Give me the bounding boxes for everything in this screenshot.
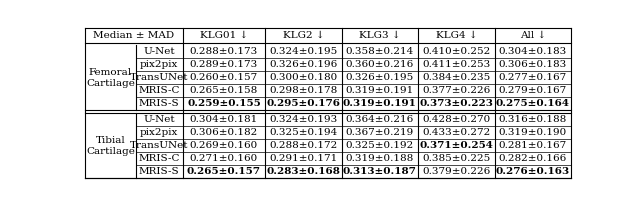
Text: 0.276±0.163: 0.276±0.163 [496,167,570,176]
Text: MRIS-C: MRIS-C [138,154,180,163]
Text: 0.298±0.178: 0.298±0.178 [269,86,337,95]
Text: 0.433±0.272: 0.433±0.272 [422,128,490,137]
Text: U-Net: U-Net [143,47,175,56]
Text: MRIS-S: MRIS-S [139,167,179,176]
Text: 0.291±0.171: 0.291±0.171 [269,154,337,163]
Text: 0.325±0.192: 0.325±0.192 [346,141,414,150]
Text: 0.377±0.226: 0.377±0.226 [422,86,490,95]
Text: 0.373±0.223: 0.373±0.223 [419,100,493,109]
Text: 0.313±0.187: 0.313±0.187 [343,167,417,176]
Text: 0.325±0.194: 0.325±0.194 [269,128,337,137]
Text: 0.260±0.157: 0.260±0.157 [190,73,258,82]
Text: 0.324±0.193: 0.324±0.193 [269,115,337,124]
Text: 0.316±0.188: 0.316±0.188 [499,115,567,124]
Text: 0.304±0.181: 0.304±0.181 [190,115,258,124]
Text: 0.283±0.168: 0.283±0.168 [266,167,340,176]
Text: 0.288±0.172: 0.288±0.172 [269,141,337,150]
Text: 0.279±0.167: 0.279±0.167 [499,86,567,95]
Text: 0.304±0.183: 0.304±0.183 [499,47,567,56]
Text: 0.326±0.196: 0.326±0.196 [269,60,337,69]
Text: 0.367±0.219: 0.367±0.219 [346,128,414,137]
Text: U-Net: U-Net [143,115,175,124]
Text: Tibial
Cartilage: Tibial Cartilage [86,136,135,156]
Text: 0.289±0.173: 0.289±0.173 [190,60,258,69]
Text: 0.410±0.252: 0.410±0.252 [422,47,490,56]
Text: 0.275±0.164: 0.275±0.164 [496,100,570,109]
Text: pix2pix: pix2pix [140,128,179,137]
Text: 0.259±0.155: 0.259±0.155 [187,100,260,109]
Text: 0.358±0.214: 0.358±0.214 [346,47,414,56]
Text: Femoral
Cartilage: Femoral Cartilage [86,68,135,88]
Text: KLG4 ↓: KLG4 ↓ [436,31,477,40]
Text: 0.271±0.160: 0.271±0.160 [190,154,258,163]
Text: 0.326±0.195: 0.326±0.195 [346,73,414,82]
Text: 0.379±0.226: 0.379±0.226 [422,167,490,176]
Text: KLG01 ↓: KLG01 ↓ [200,31,248,40]
Text: KLG3 ↓: KLG3 ↓ [359,31,401,40]
Text: 0.300±0.180: 0.300±0.180 [269,73,337,82]
Text: 0.282±0.166: 0.282±0.166 [499,154,567,163]
Text: 0.319±0.188: 0.319±0.188 [346,154,414,163]
Text: 0.319±0.190: 0.319±0.190 [499,128,567,137]
Text: 0.288±0.173: 0.288±0.173 [190,47,258,56]
Text: MRIS-S: MRIS-S [139,100,179,109]
Text: 0.371±0.254: 0.371±0.254 [419,141,493,150]
Text: 0.364±0.216: 0.364±0.216 [346,115,414,124]
Text: TransUNet: TransUNet [130,141,188,150]
Text: 0.277±0.167: 0.277±0.167 [499,73,567,82]
Text: 0.265±0.158: 0.265±0.158 [190,86,258,95]
Text: 0.306±0.182: 0.306±0.182 [190,128,258,137]
Text: pix2pix: pix2pix [140,60,179,69]
Text: KLG2 ↓: KLG2 ↓ [283,31,324,40]
Text: 0.360±0.216: 0.360±0.216 [346,60,414,69]
Text: Median ± MAD: Median ± MAD [93,31,174,40]
Text: 0.281±0.167: 0.281±0.167 [499,141,567,150]
Text: 0.385±0.225: 0.385±0.225 [422,154,490,163]
Text: 0.428±0.270: 0.428±0.270 [422,115,490,124]
Text: 0.411±0.253: 0.411±0.253 [422,60,490,69]
Text: 0.295±0.176: 0.295±0.176 [266,100,340,109]
Text: 0.384±0.235: 0.384±0.235 [422,73,490,82]
Text: TransUNet: TransUNet [130,73,188,82]
Text: 0.319±0.191: 0.319±0.191 [343,100,417,109]
Text: All ↓: All ↓ [520,31,546,40]
Text: 0.306±0.183: 0.306±0.183 [499,60,567,69]
Text: 0.319±0.191: 0.319±0.191 [346,86,414,95]
Text: 0.269±0.160: 0.269±0.160 [190,141,258,150]
Text: MRIS-C: MRIS-C [138,86,180,95]
Text: 0.265±0.157: 0.265±0.157 [187,167,261,176]
Text: 0.324±0.195: 0.324±0.195 [269,47,337,56]
